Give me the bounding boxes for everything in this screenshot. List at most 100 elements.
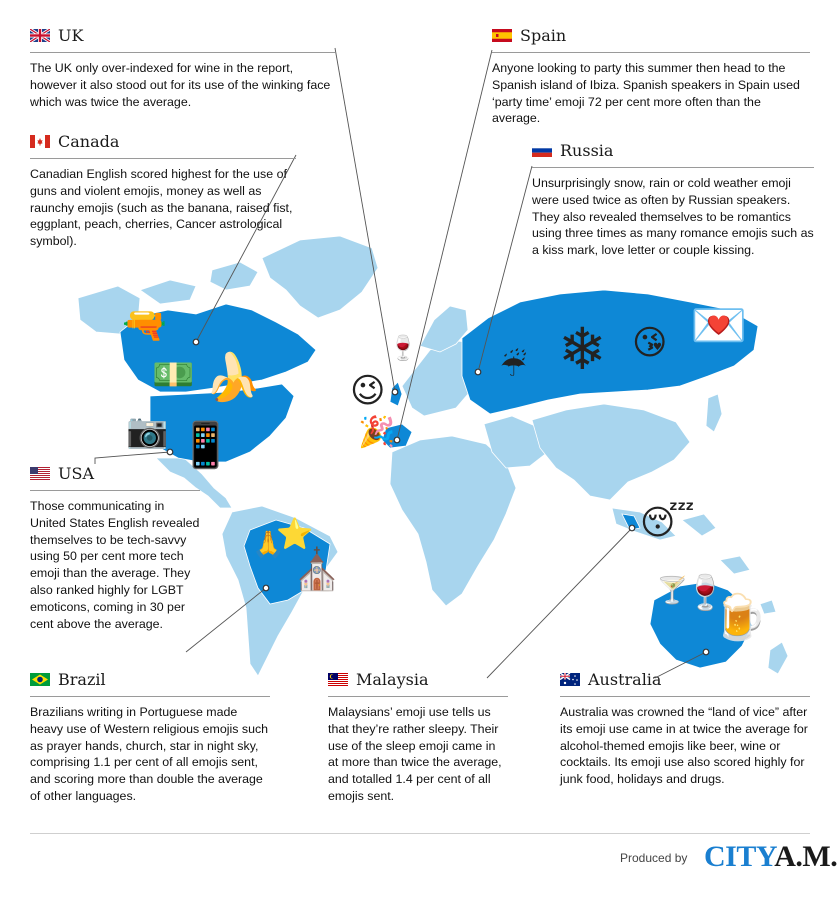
logo-city-text: CITY [704, 840, 775, 873]
malaysia-heading: Malaysia [328, 668, 508, 690]
malaysia-land [621, 513, 641, 531]
kissing-face-icon: 😘 [632, 323, 668, 363]
uk-description: The UK only over-indexed for wine in the… [30, 61, 331, 109]
brazil-land [243, 519, 331, 605]
canada-land [119, 303, 317, 393]
mobile-phone-icon: 📱 [178, 420, 233, 471]
russia-description: Unsurprisingly snow, rain or cold weathe… [532, 176, 814, 258]
canada-block: Canada Canadian English scored highest f… [30, 130, 296, 250]
uk-marker [391, 388, 399, 396]
leader-lines [94, 47, 707, 679]
sleeping-face-icon: 😴 [640, 503, 695, 543]
spain-name: Spain [520, 25, 567, 45]
spain-leader-line [396, 49, 493, 441]
russia-rule [532, 167, 814, 168]
japan-land [705, 393, 723, 433]
uk-flag-icon [30, 28, 50, 42]
australia-leader-line [654, 651, 707, 679]
usa-heading: USA [30, 462, 200, 484]
brazil-marker [262, 584, 270, 592]
scandinavia-land [419, 305, 469, 353]
winking-face-icon: 😉 [350, 371, 386, 411]
australia-heading: Australia [560, 668, 810, 690]
australia-land [649, 581, 753, 669]
star-icon: ⭐ [276, 517, 314, 552]
location-markers [166, 338, 710, 656]
spain-block: Spain Anyone looking to party this summe… [492, 24, 810, 127]
banana-icon: 🍌 [204, 350, 262, 404]
australia-flag-icon [560, 672, 580, 686]
greenland-land [261, 235, 379, 319]
spain-description: Anyone looking to party this summer then… [492, 61, 800, 126]
party-popper-icon: 🎉 [358, 415, 396, 450]
usa-rule [30, 490, 200, 491]
australia-rule [560, 696, 810, 697]
city-am-logo[interactable]: CITYA.M. [704, 840, 838, 874]
russia-flag-icon [532, 143, 552, 157]
love-letter-icon: 💌 [690, 298, 748, 352]
russia-name: Russia [560, 140, 614, 160]
canada-rule [30, 158, 296, 159]
australia-block: Australia Australia was crowned the “lan… [560, 668, 810, 788]
usa-land [149, 383, 295, 463]
uk-rule [30, 52, 335, 53]
logo-am-text: A.M. [774, 840, 838, 873]
russia-heading: Russia [532, 139, 814, 161]
highlighted-countries [119, 289, 759, 669]
pacific-islands-land [719, 555, 777, 615]
snowflake-icon: ❄ [558, 315, 607, 383]
usa-leader-line [94, 451, 171, 464]
middle-east-land [483, 415, 549, 469]
wine-glass-icon: 🍷 [684, 573, 727, 613]
produced-by-label: Produced by [620, 851, 688, 865]
arctic-islands-land [139, 261, 259, 305]
usa-description: Those communicating in United States Eng… [30, 499, 200, 631]
malaysia-name: Malaysia [356, 669, 429, 689]
pistol-icon: 🔫 [122, 305, 167, 346]
brazil-leader-line [185, 587, 267, 653]
canada-leader-line [195, 154, 297, 343]
russia-marker [474, 368, 482, 376]
spain-marker [393, 436, 401, 444]
malaysia-flag-icon [328, 672, 348, 686]
africa-land [389, 435, 517, 607]
spain-heading: Spain [492, 24, 810, 46]
brazil-heading: Brazil [30, 668, 270, 690]
uk-block: UK The UK only over-indexed for wine in … [30, 24, 335, 110]
canada-marker [192, 338, 200, 346]
brazil-flag-icon [30, 672, 50, 686]
brazil-name: Brazil [58, 669, 106, 689]
church-icon: ⛪ [292, 547, 342, 593]
cocktail-glass-icon: 🍸 [656, 576, 689, 606]
beer-mug-icon: 🍺 [712, 592, 767, 643]
australia-marker [702, 648, 710, 656]
usa-marker [166, 448, 174, 456]
asia-south-land [531, 403, 691, 501]
canada-description: Canadian English scored highest for the … [30, 167, 293, 249]
footer-divider [30, 833, 810, 834]
mexico-central-america-land [155, 457, 233, 509]
russia-leader-line [477, 165, 533, 373]
spain-flag-icon [492, 28, 512, 42]
malaysia-block: Malaysia Malaysians’ emoji use tells us … [328, 668, 508, 805]
wine-glass-icon: 🍷 [388, 334, 418, 362]
malaysia-marker [628, 524, 636, 532]
southeast-asia-islands-land [611, 507, 717, 541]
malaysia-rule [328, 696, 508, 697]
russia-block: Russia Unsurprisingly snow, rain or cold… [532, 139, 814, 259]
new-zealand-land [767, 641, 789, 675]
uk-name: UK [58, 25, 84, 45]
australia-name: Australia [588, 669, 662, 689]
spain-land [381, 423, 413, 449]
russia-land [461, 289, 759, 415]
malaysia-description: Malaysians’ emoji use tells us that they… [328, 705, 502, 803]
malaysia-leader-line [486, 527, 633, 679]
canada-flag-icon [30, 134, 50, 148]
usa-name: USA [58, 463, 94, 483]
australia-description: Australia was crowned the “land of vice”… [560, 705, 808, 787]
prayer-hands-icon: 🙏 [252, 530, 285, 560]
canada-heading: Canada [30, 130, 296, 152]
brazil-block: Brazil Brazilians writing in Portuguese … [30, 668, 270, 805]
brazil-description: Brazilians writing in Portuguese made he… [30, 705, 269, 803]
